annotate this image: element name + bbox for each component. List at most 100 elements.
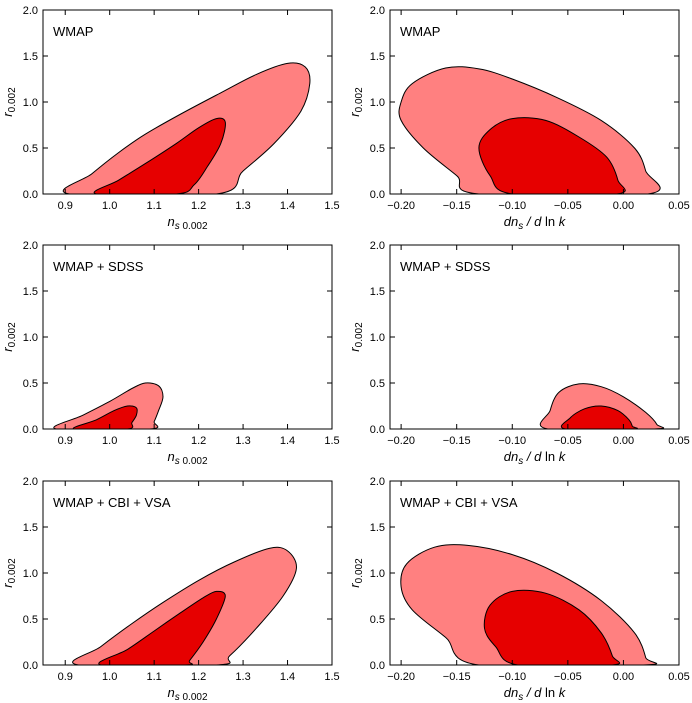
- x-axis-label: dns / d ln k: [504, 449, 567, 467]
- x-tick-label: 0.05: [668, 200, 689, 212]
- y-tick-label: 2.0: [23, 240, 38, 252]
- y-tick-label: 1.0: [23, 97, 38, 109]
- x-tick-label: 1.3: [235, 200, 250, 212]
- y-axis-label: r0.002: [347, 322, 365, 352]
- x-tick-label: 0.9: [58, 200, 73, 212]
- x-tick-label: 1.1: [147, 435, 162, 447]
- x-tick-label: 1.5: [324, 435, 339, 447]
- x-tick-label: 1.4: [280, 671, 295, 683]
- contour-68-region: [72, 405, 138, 429]
- y-tick-label: 2.0: [23, 476, 38, 488]
- y-tick-label: 0.5: [370, 378, 385, 390]
- x-axis-label: ns 0.002: [167, 449, 207, 467]
- panel-title: WMAP + SDSS: [400, 259, 491, 274]
- y-tick-label: 0.0: [370, 660, 385, 672]
- contour-68-region: [478, 117, 626, 194]
- y-tick-label: 0.0: [23, 424, 38, 436]
- y-tick-label: 1.0: [370, 332, 385, 344]
- x-axis-label: dns / d ln k: [504, 214, 567, 232]
- y-tick-label: 1.5: [23, 51, 38, 63]
- y-tick-label: 1.5: [370, 522, 385, 534]
- panel-6: −0.20 −0.15 −0.10 −0.05 0.00 0.05 0.0 0.5 1.0 1.5…: [347, 476, 690, 703]
- contour-group: [53, 382, 164, 429]
- x-tick-label: 0.00: [613, 671, 634, 683]
- x-tick-label: −0.15: [443, 435, 471, 447]
- panel-1: 0.9 1.0 1.1 1.2 1.3 1.4 1.5 0.0 0.5 1.0 1.5 2.0 WMAP…: [0, 5, 340, 232]
- y-tick-label: 0.5: [23, 378, 38, 390]
- panel-5: 0.9 1.0 1.1 1.2 1.3 1.4 1.5 0.0 0.5 1.0 1.5 2.0 WMAP…: [0, 476, 340, 703]
- y-axis-label: r0.002: [347, 87, 365, 117]
- contour-group: [398, 66, 661, 194]
- x-tick-label: 1.0: [102, 435, 117, 447]
- x-tick-label: −0.20: [387, 671, 415, 683]
- x-tick-label: 1.5: [324, 200, 339, 212]
- y-tick-label: 1.0: [23, 568, 38, 580]
- x-tick-label: −0.20: [387, 435, 415, 447]
- y-tick-label: 1.5: [23, 286, 38, 298]
- x-axis-label: ns 0.002: [167, 685, 207, 703]
- panel-3: 0.9 1.0 1.1 1.2 1.3 1.4 1.5 0.0 0.5 1.0 1.5 2.0 WMAP…: [0, 240, 340, 467]
- x-tick-label: −0.15: [443, 200, 471, 212]
- y-tick-label: 1.0: [23, 332, 38, 344]
- y-tick-label: 1.5: [23, 522, 38, 534]
- x-tick-label: 0.05: [668, 671, 689, 683]
- contour-group: [62, 62, 311, 194]
- y-axis-label: r0.002: [347, 558, 365, 588]
- panel-title: WMAP: [400, 24, 440, 39]
- x-tick-label: −0.10: [498, 200, 526, 212]
- x-tick-label: 1.1: [147, 200, 162, 212]
- panel-2: −0.20 −0.15 −0.10 −0.05 0.00 0.05 0.0 0.5 1.0 1.5…: [347, 5, 690, 232]
- y-tick-label: 2.0: [370, 476, 385, 488]
- x-tick-label: −0.10: [498, 671, 526, 683]
- y-tick-label: 0.5: [23, 614, 38, 626]
- panel-4: −0.20 −0.15 −0.10 −0.05 0.00 0.05 0.0 0.5 1.0 1.5…: [347, 240, 690, 467]
- y-tick-label: 0.0: [23, 189, 38, 201]
- x-tick-label: 0.9: [58, 671, 73, 683]
- y-tick-label: 1.5: [370, 286, 385, 298]
- x-tick-label: 1.0: [102, 671, 117, 683]
- x-tick-label: −0.05: [554, 671, 582, 683]
- y-tick-label: 0.0: [370, 189, 385, 201]
- contour-group: [400, 544, 658, 665]
- y-tick-label: 0.5: [370, 143, 385, 155]
- y-tick-label: 2.0: [23, 5, 38, 17]
- x-tick-label: 1.0: [102, 200, 117, 212]
- contour-68-region: [98, 590, 226, 665]
- x-tick-label: 1.3: [235, 671, 250, 683]
- contour-group: [72, 546, 297, 665]
- y-axis-label: r0.002: [0, 87, 18, 117]
- x-tick-label: −0.05: [554, 435, 582, 447]
- x-tick-label: −0.05: [554, 200, 582, 212]
- y-tick-label: 0.5: [23, 143, 38, 155]
- y-tick-label: 1.0: [370, 568, 385, 580]
- x-tick-label: −0.15: [443, 671, 471, 683]
- contour-95-region: [72, 546, 297, 665]
- y-axis-label: r0.002: [0, 558, 18, 588]
- x-tick-label: 1.3: [235, 435, 250, 447]
- x-tick-label: 1.4: [280, 200, 295, 212]
- panel-title: WMAP: [53, 24, 93, 39]
- y-tick-label: 0.0: [23, 660, 38, 672]
- x-tick-label: 1.4: [280, 435, 295, 447]
- panel-title: WMAP + CBI + VSA: [53, 495, 171, 510]
- y-tick-label: 2.0: [370, 240, 385, 252]
- x-tick-label: 1.1: [147, 671, 162, 683]
- contour-group: [539, 383, 665, 429]
- y-tick-label: 0.5: [370, 614, 385, 626]
- y-tick-label: 1.0: [370, 97, 385, 109]
- y-tick-label: 1.5: [370, 51, 385, 63]
- panel-title: WMAP + SDSS: [53, 259, 144, 274]
- contour-95-region: [62, 62, 311, 194]
- y-axis-label: r0.002: [0, 322, 18, 352]
- x-tick-label: −0.20: [387, 200, 415, 212]
- x-tick-label: 1.5: [324, 671, 339, 683]
- contour-68-region: [93, 117, 226, 194]
- x-tick-label: 0.9: [58, 435, 73, 447]
- x-tick-label: 1.2: [191, 200, 206, 212]
- y-tick-label: 0.0: [370, 424, 385, 436]
- contour-68-region: [483, 589, 621, 665]
- x-tick-label: 1.2: [191, 435, 206, 447]
- panel-title: WMAP + CBI + VSA: [400, 495, 518, 510]
- x-axis-label: ns 0.002: [167, 214, 207, 232]
